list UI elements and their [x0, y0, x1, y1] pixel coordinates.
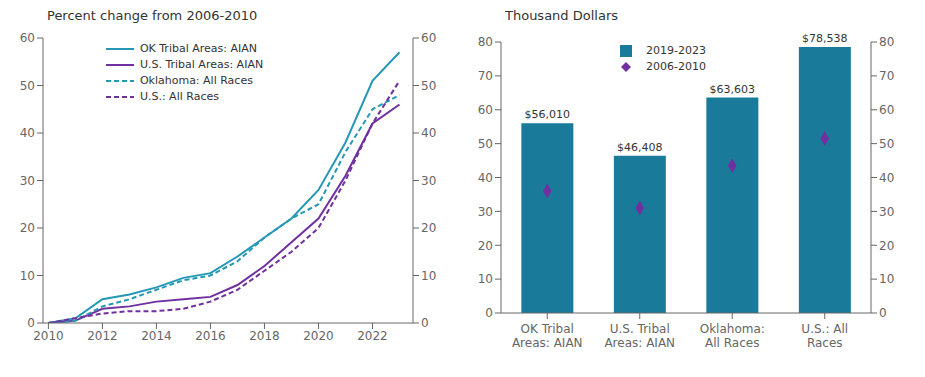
svg-text:U.S.: AllRaces: U.S.: AllRaces: [801, 322, 848, 350]
html-text:Thousand Dollars: Thousand Dollars: [505, 8, 618, 23]
html-text:U.S.: All Races: U.S.: All Races: [139, 90, 219, 103]
svg-text:60: 60: [879, 103, 894, 117]
svg-text:50: 50: [421, 79, 436, 93]
svg-text:50: 50: [478, 137, 493, 151]
svg-text:2022: 2022: [357, 329, 388, 343]
svg-text:50: 50: [879, 137, 894, 151]
svg-text:10: 10: [478, 272, 493, 286]
svg-text:30: 30: [879, 205, 894, 219]
svg-text:40: 40: [421, 126, 436, 140]
svg-text:OK TribalAreas: AIAN: OK TribalAreas: AIAN: [512, 322, 583, 350]
html-text:2019-2023: 2019-2023: [646, 44, 706, 57]
html-text:2006-2010: 2006-2010: [646, 60, 706, 73]
svg-text:60: 60: [421, 31, 436, 45]
svg-text:10: 10: [421, 269, 436, 283]
html-text:U.S. Tribal Areas: AIAN: U.S. Tribal Areas: AIAN: [139, 58, 264, 71]
svg-text:$56,010: $56,010: [525, 108, 571, 121]
svg-text:30: 30: [478, 205, 493, 219]
svg-text:20: 20: [478, 239, 493, 253]
svg-text:30: 30: [20, 174, 35, 188]
svg-text:70: 70: [879, 69, 894, 83]
svg-text:60: 60: [20, 31, 35, 45]
svg-text:50: 50: [20, 79, 35, 93]
html-text:Percent change from 2006-2010: Percent change from 2006-2010: [47, 8, 258, 23]
svg-text:0: 0: [879, 306, 887, 320]
svg-text:20: 20: [879, 239, 894, 253]
svg-text:40: 40: [478, 171, 493, 185]
svg-text:20: 20: [20, 221, 35, 235]
svg-text:80: 80: [478, 35, 493, 49]
html-text:OK Tribal Areas: AIAN: OK Tribal Areas: AIAN: [139, 42, 257, 55]
svg-text:Oklahoma:All Races: Oklahoma:All Races: [700, 322, 765, 350]
svg-text:2014: 2014: [141, 329, 172, 343]
svg-text:U.S. TribalAreas: AIAN: U.S. TribalAreas: AIAN: [604, 322, 675, 350]
svg-text:40: 40: [879, 171, 894, 185]
svg-text:30: 30: [421, 174, 436, 188]
svg-text:2010: 2010: [33, 329, 64, 343]
svg-text:10: 10: [20, 269, 35, 283]
svg-text:2012: 2012: [87, 329, 118, 343]
svg-text:80: 80: [879, 35, 894, 49]
svg-text:0: 0: [485, 306, 493, 320]
svg-text:20: 20: [421, 221, 436, 235]
svg-text:70: 70: [478, 69, 493, 83]
svg-text:$78,538: $78,538: [802, 32, 848, 45]
svg-text:2018: 2018: [249, 329, 280, 343]
html-text:Oklahoma: All Races: Oklahoma: All Races: [139, 74, 253, 87]
svg-text:$63,603: $63,603: [710, 83, 756, 96]
svg-text:0: 0: [27, 316, 35, 330]
svg-text:$46,408: $46,408: [617, 141, 663, 154]
svg-text:0: 0: [421, 316, 429, 330]
svg-text:10: 10: [879, 272, 894, 286]
svg-text:2020: 2020: [303, 329, 334, 343]
svg-text:40: 40: [20, 126, 35, 140]
svg-text:2016: 2016: [195, 329, 226, 343]
svg-text:60: 60: [478, 103, 493, 117]
